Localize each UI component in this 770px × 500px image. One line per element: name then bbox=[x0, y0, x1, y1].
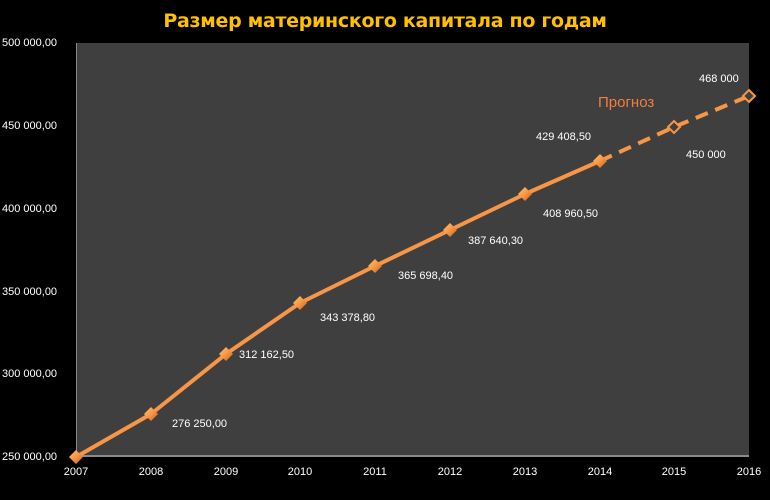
diamond-marker-icon bbox=[293, 296, 307, 310]
y-tick-label: 250 000,00 bbox=[2, 451, 58, 463]
y-tick-label: 400 000,00 bbox=[2, 203, 58, 215]
x-tick-label: 2008 bbox=[138, 466, 164, 478]
hollow-diamond-marker-icon bbox=[741, 88, 757, 104]
forecast-series-line bbox=[599, 94, 750, 163]
diamond-marker-icon bbox=[69, 450, 83, 464]
diamond-marker-icon bbox=[368, 259, 382, 273]
x-tick-label: 2009 bbox=[213, 466, 239, 478]
y-tick-label: 450 000,00 bbox=[2, 120, 58, 132]
x-tick-label: 2016 bbox=[736, 466, 762, 478]
diamond-marker-icon bbox=[443, 223, 457, 237]
diamond-marker-icon bbox=[518, 187, 532, 201]
data-label: 468 000 bbox=[699, 73, 739, 85]
x-tick-label: 2015 bbox=[661, 466, 687, 478]
forecast-annotation: Прогноз bbox=[598, 94, 655, 111]
x-tick-label: 2013 bbox=[512, 466, 538, 478]
x-tick-label: 2010 bbox=[287, 466, 313, 478]
diamond-marker-icon bbox=[219, 347, 233, 361]
y-tick-label: 300 000,00 bbox=[2, 368, 58, 380]
forecast-markers bbox=[666, 88, 757, 135]
data-label: 343 378,80 bbox=[320, 312, 376, 324]
diamond-marker-icon bbox=[593, 154, 607, 168]
hollow-diamond-marker-icon bbox=[666, 119, 682, 135]
diamond-marker-icon bbox=[144, 407, 158, 421]
actual-markers bbox=[69, 154, 607, 464]
data-label: 450 000 bbox=[686, 149, 726, 161]
data-label: 429 408,50 bbox=[536, 131, 592, 143]
data-label: 276 250,00 bbox=[172, 418, 228, 430]
data-label: 408 960,50 bbox=[543, 208, 599, 220]
x-tick-label: 2007 bbox=[63, 466, 89, 478]
x-tick-label: 2012 bbox=[437, 466, 463, 478]
data-label: 387 640,30 bbox=[468, 235, 524, 247]
x-tick-label: 2014 bbox=[587, 466, 613, 478]
data-label: 312 162,50 bbox=[239, 349, 295, 361]
data-label: 365 698,40 bbox=[398, 270, 454, 282]
actual-series-line bbox=[74, 159, 602, 459]
y-tick-label: 350 000,00 bbox=[2, 286, 58, 298]
chart-title: Размер материнского капитала по годам bbox=[163, 10, 607, 32]
y-tick-label: 500 000,00 bbox=[2, 37, 58, 49]
x-tick-label: 2011 bbox=[363, 466, 387, 478]
